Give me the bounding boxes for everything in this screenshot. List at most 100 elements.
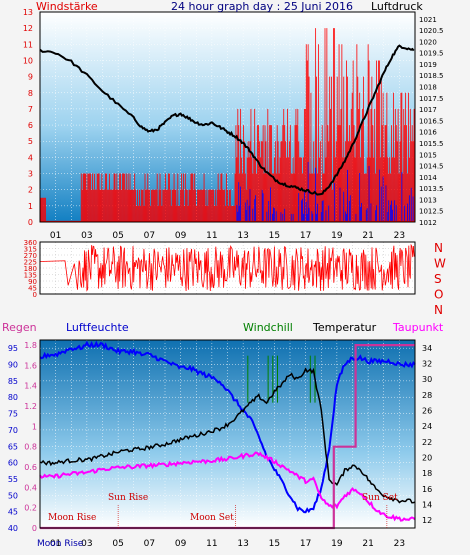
regen-tick-label: 0.2 bbox=[24, 504, 37, 513]
humidity-tick-label: 75 bbox=[8, 410, 18, 419]
wind-tick-label: 2 bbox=[28, 186, 33, 195]
wind-direction-plot bbox=[39, 243, 415, 292]
wind-tick-label: 1 bbox=[28, 202, 33, 211]
direction-x-tick: 09 bbox=[175, 231, 187, 241]
climate-axes: 40 45 50 55 60 65 70 75 80 85 90 95 0 0.2 0.4 0.6 0.8 1 1.… bbox=[8, 341, 432, 549]
direction-tick-label: 45 bbox=[28, 285, 37, 293]
direction-tick-label: 225 bbox=[24, 259, 37, 267]
wind-tick-label: 9 bbox=[28, 73, 33, 82]
moon-rise-bottom-label: Moon Rise bbox=[37, 539, 84, 549]
climate-x-tick: 15 bbox=[269, 539, 280, 549]
humidity-tick-label: 95 bbox=[8, 344, 18, 353]
compass-label: N bbox=[434, 241, 443, 255]
direction-x-tick: 11 bbox=[206, 231, 217, 241]
wind-tick-label: 0 bbox=[28, 218, 33, 227]
climate-x-tick: 07 bbox=[144, 539, 155, 549]
wind-tick-label: 11 bbox=[23, 40, 33, 49]
moon-rise-label: Moon Rise bbox=[48, 513, 96, 523]
direction-tick-label: 135 bbox=[24, 272, 37, 280]
compass-label: S bbox=[434, 272, 442, 286]
panel-wind-pressure-frame bbox=[39, 11, 416, 223]
temp-tick-label: 28 bbox=[422, 391, 432, 400]
wind-tick-label: 7 bbox=[28, 105, 33, 114]
temp-tick-label: 34 bbox=[422, 344, 432, 353]
humidity-tick-label: 60 bbox=[8, 459, 18, 468]
direction-x-tick: 21 bbox=[362, 231, 373, 241]
regen-tick-label: 1.6 bbox=[24, 361, 37, 370]
regen-tick-label: 0.4 bbox=[24, 483, 37, 492]
direction-x-tick: 19 bbox=[331, 231, 343, 241]
pressure-line bbox=[39, 44, 415, 196]
humidity-tick-label: 80 bbox=[8, 393, 18, 402]
climate-x-tick: 01 bbox=[50, 539, 61, 549]
wind-tick-label: 13 bbox=[23, 8, 33, 17]
temp-tick-label: 16 bbox=[422, 485, 432, 494]
sun-rise-label: Sun Rise bbox=[108, 493, 148, 503]
luftfeuchte-label: Luftfeuchte bbox=[66, 321, 129, 334]
direction-x-tick: 23 bbox=[394, 231, 405, 241]
humidity-tick-label: 40 bbox=[8, 524, 18, 533]
direction-tick-label: 315 bbox=[24, 246, 37, 254]
humidity-tick-label: 90 bbox=[8, 361, 18, 370]
regen-tick-label: 1.4 bbox=[24, 382, 37, 391]
pressure-tick-label: 1021 bbox=[419, 16, 437, 24]
wind-tick-label: 3 bbox=[28, 170, 33, 179]
moon-set-label: Moon Set bbox=[190, 513, 234, 523]
pressure-tick-label: 1017.5 bbox=[419, 95, 444, 103]
pressure-tick-label: 1020 bbox=[419, 38, 437, 46]
humidity-tick-label: 85 bbox=[8, 377, 18, 386]
pressure-tick-label: 1013 bbox=[419, 196, 437, 204]
climate-x-tick: 13 bbox=[237, 539, 248, 549]
temp-tick-label: 12 bbox=[422, 516, 432, 525]
pressure-tick-label: 1015 bbox=[419, 151, 437, 159]
windchill-label: Windchill bbox=[243, 321, 293, 334]
direction-tick-label: 180 bbox=[24, 265, 37, 273]
wind-pressure-axes: 01234567891011121310121012.510131013.510… bbox=[23, 8, 444, 227]
humidity-tick-label: 65 bbox=[8, 442, 18, 451]
direction-x-tick: 03 bbox=[81, 231, 92, 241]
luftdruck-label: Luftdruck bbox=[371, 0, 423, 13]
climate-x-tick: 09 bbox=[175, 539, 187, 549]
pressure-tick-label: 1012 bbox=[419, 219, 437, 227]
climate-x-tick: 21 bbox=[362, 539, 373, 549]
temp-tick-label: 20 bbox=[422, 454, 432, 463]
direction-x-tick: 17 bbox=[300, 231, 311, 241]
temperature-line bbox=[39, 367, 416, 504]
pressure-tick-label: 1019.5 bbox=[419, 50, 444, 58]
panel-wind-direction-frame bbox=[39, 241, 416, 295]
regen-tick-label: 0.8 bbox=[24, 443, 37, 452]
climate-x-tick: 17 bbox=[300, 539, 311, 549]
chart-title: 24 hour graph day : 25 Juni 2016 bbox=[171, 0, 353, 13]
regen-tick-label: 0.6 bbox=[24, 463, 37, 472]
taupunkt-label: Taupunkt bbox=[392, 321, 444, 334]
temp-tick-label: 24 bbox=[422, 422, 432, 431]
pressure-tick-label: 1020.5 bbox=[419, 27, 444, 35]
pressure-tick-label: 1018 bbox=[419, 84, 437, 92]
climate-x-tick: 11 bbox=[206, 539, 217, 549]
direction-tick-label: 90 bbox=[28, 278, 37, 286]
pressure-tick-label: 1016 bbox=[419, 129, 437, 137]
temp-tick-label: 32 bbox=[422, 360, 432, 369]
direction-tick-label: 360 bbox=[24, 239, 37, 247]
direction-x-tick: 05 bbox=[112, 231, 123, 241]
climate-x-tick: 03 bbox=[81, 539, 92, 549]
regen-tick-label: 1.2 bbox=[24, 402, 37, 411]
sun-set-label: Sun Set bbox=[362, 493, 398, 503]
pressure-tick-label: 1013.5 bbox=[419, 185, 444, 193]
windstaerke-label: Windstärke bbox=[36, 0, 98, 13]
compass-label: N bbox=[434, 303, 443, 317]
temp-tick-label: 26 bbox=[422, 407, 432, 416]
humidity-tick-label: 55 bbox=[8, 475, 18, 484]
temp-tick-label: 22 bbox=[422, 438, 432, 447]
regen-tick-label: 1 bbox=[32, 422, 37, 431]
pressure-tick-label: 1014.5 bbox=[419, 163, 444, 171]
temp-tick-label: 18 bbox=[422, 469, 432, 478]
temp-tick-label: 30 bbox=[422, 375, 432, 384]
pressure-tick-label: 1018.5 bbox=[419, 72, 444, 80]
direction-x-tick: 13 bbox=[237, 231, 248, 241]
regen-label: Regen bbox=[2, 321, 37, 334]
pressure-tick-label: 1015.5 bbox=[419, 140, 444, 148]
humidity-tick-label: 50 bbox=[8, 491, 18, 500]
